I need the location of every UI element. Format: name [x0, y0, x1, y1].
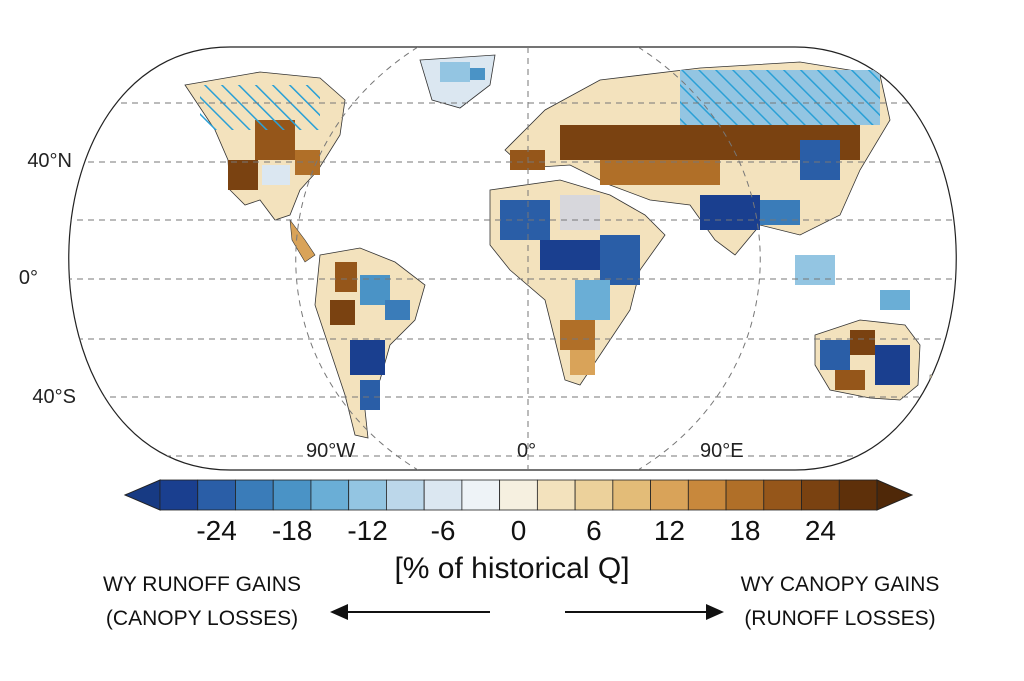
land-africa: [489, 179, 666, 386]
caption-left-line2: (CANOPY LOSSES): [105, 607, 299, 630]
caption-left-line1: WY RUNOFF GAINS: [103, 573, 301, 596]
colorbar-over-triangle: [876, 479, 914, 511]
colorbar-cell: [801, 479, 840, 511]
colorbar-cell: [574, 479, 614, 511]
colorbar-cell: [763, 479, 802, 511]
caption-right-line1: WY CANOPY GAINS: [740, 573, 940, 596]
colorbar-cell: [386, 479, 425, 511]
colorbar-tick-label: 18: [729, 515, 761, 546]
colorbar-cell: [725, 479, 765, 511]
colorbar-tick-label: 24: [804, 515, 836, 546]
colorbar-unit-label: [% of historical Q]: [394, 552, 630, 585]
lat-label-40s: 40°S: [32, 386, 76, 408]
caption-right-line2: (RUNOFF LOSSES): [744, 607, 936, 630]
land-eurasia: [504, 61, 891, 256]
colorbar-cells: [159, 479, 878, 511]
colorbar-cell: [423, 479, 463, 511]
lon-label-90w: 90°W: [306, 440, 356, 462]
colorbar-cell: [197, 479, 236, 511]
lat-label-0: 0°: [18, 267, 38, 289]
colorbar-cell: [272, 479, 312, 511]
colorbar: [123, 479, 914, 511]
colorbar-tick-label: 0: [510, 515, 527, 546]
colorbar-under-triangle: [123, 479, 161, 511]
colorbar-cell: [159, 479, 199, 511]
colorbar-cell: [235, 479, 274, 511]
colorbar-tick-label: 6: [586, 515, 602, 546]
colorbar-cell: [612, 479, 651, 511]
left-arrow: [330, 604, 490, 620]
land-north-america: [184, 71, 346, 263]
lat-label-40n: 40°N: [27, 150, 72, 172]
land-australia: [814, 319, 921, 401]
colorbar-cell: [838, 479, 878, 511]
caption-right: WY CANOPY GAINS (RUNOFF LOSSES): [710, 568, 970, 636]
colorbar-tick-label: -18: [271, 515, 313, 546]
colorbar-cell: [687, 479, 727, 511]
colorbar-cell: [310, 479, 350, 511]
colorbar-tick-label: 12: [653, 515, 686, 546]
caption-left: WY RUNOFF GAINS (CANOPY LOSSES): [72, 568, 332, 636]
colorbar-cell: [348, 479, 387, 511]
colorbar-tick-label: -6: [430, 515, 456, 546]
colorbar-cell: [499, 479, 538, 511]
colorbar-tick-label: -24: [196, 515, 237, 546]
lon-label-0: 0°: [517, 440, 537, 462]
right-arrow: [565, 604, 724, 620]
graticule: [68, 47, 957, 470]
colorbar-cell: [650, 479, 689, 511]
lon-label-90e: 90°E: [700, 440, 744, 462]
colorbar-tick-label: -12: [347, 515, 388, 546]
land-greenland: [419, 54, 496, 109]
colorbar-cell: [536, 479, 576, 511]
colorbar-cell: [461, 479, 501, 511]
land-south-america: [314, 247, 426, 439]
